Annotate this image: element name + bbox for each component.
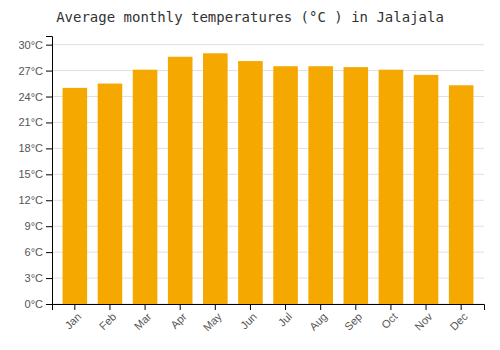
x-tick-label: Jul (276, 310, 294, 328)
y-tick-label: 27°C (18, 65, 43, 77)
y-tick-label: 6°C (25, 246, 44, 258)
bar (203, 53, 228, 304)
x-tick-mark (355, 304, 356, 310)
y-tick-label: 15°C (18, 168, 43, 180)
x-tick: Mar (132, 304, 154, 332)
bar (308, 66, 333, 304)
y-tick: 6°C (25, 246, 52, 258)
y-tick: 0°C (25, 298, 52, 310)
x-tick-mark (390, 304, 391, 310)
bars (63, 53, 474, 304)
y-tick: 9°C (25, 220, 52, 232)
title: Average monthly temperatures (°C ) in Ja… (56, 9, 444, 25)
chart: Jan Feb Mar Apr May Jun Jul Aug Sep Oct Nov Dec 0°C 3… (0, 0, 500, 350)
x-tick: Feb (97, 304, 119, 332)
y-tick: 27°C (18, 65, 52, 77)
x-tick-label: Feb (97, 310, 119, 332)
grid-line (52, 44, 484, 45)
x-tick: Nov (412, 304, 435, 333)
bar (379, 70, 404, 304)
y-tick-label: 0°C (25, 298, 44, 310)
y-tick-mark (46, 252, 52, 253)
x-tick-mark (285, 304, 286, 310)
x-tick-mark (215, 304, 216, 310)
x-tick: Apr (168, 304, 189, 331)
y-tick-mark (46, 97, 52, 98)
x-tick: Dec (447, 304, 470, 333)
x-tick: May (201, 304, 225, 333)
y-tick: 3°C (25, 272, 52, 284)
y-tick: 30°C (18, 39, 52, 51)
bar (133, 70, 158, 304)
bar (238, 61, 263, 304)
bar (449, 85, 474, 304)
x-tick-mark (320, 304, 321, 310)
y-tick-mark (46, 71, 52, 72)
x-axis: Jan Feb Mar Apr May Jun Jul Aug Sep Oct Nov Dec (53, 304, 485, 333)
x-tick-mark (250, 304, 251, 310)
y-tick-mark (46, 226, 52, 227)
x-axis-line (53, 305, 485, 311)
x-tick-mark (426, 304, 427, 310)
x-tick-mark (74, 304, 75, 310)
x-tick: Oct (379, 304, 400, 331)
x-tick-label: Aug (307, 310, 329, 332)
y-axis: 0°C 3°C 6°C 9°C 12°C 15°C 18°C 21°C 24°C 27°C 30°C (18, 37, 52, 311)
x-tick-label: May (201, 310, 225, 334)
y-tick-label: 9°C (25, 220, 44, 232)
x-tick-label: Nov (412, 310, 435, 333)
y-tick-label: 24°C (18, 91, 43, 103)
x-tick-mark (145, 304, 146, 310)
y-tick: 18°C (18, 142, 52, 154)
y-axis-line (46, 37, 53, 305)
bar (273, 66, 298, 304)
x-tick-label: Sep (342, 310, 364, 332)
x-tick-label: Apr (168, 310, 189, 331)
y-tick-label: 12°C (18, 194, 43, 206)
x-tick-label: Jan (62, 310, 83, 331)
grid (52, 45, 484, 304)
x-tick-mark (180, 304, 181, 310)
x-tick: Aug (307, 304, 329, 333)
x-tick: Jan (62, 304, 83, 331)
y-tick: 12°C (18, 194, 52, 206)
x-tick-label: Oct (379, 310, 400, 331)
y-tick-mark (46, 45, 52, 46)
grid-line (52, 70, 484, 71)
x-tick-mark (109, 304, 110, 310)
plot: Jan Feb Mar Apr May Jun Jul Aug Sep Oct Nov Dec 0°C 3… (18, 37, 484, 334)
bar (414, 75, 439, 304)
x-tick-mark (461, 304, 462, 310)
bar (168, 57, 193, 304)
y-tick-mark (46, 174, 52, 175)
y-tick-label: 3°C (25, 272, 44, 284)
x-tick: Jun (238, 304, 259, 331)
y-tick-label: 30°C (18, 39, 43, 51)
bar (344, 67, 369, 304)
y-tick: 15°C (18, 168, 52, 180)
bar (63, 88, 88, 304)
y-tick-label: 21°C (18, 116, 43, 128)
y-tick-mark (46, 278, 52, 279)
y-tick-mark (46, 200, 52, 201)
y-tick-mark (46, 304, 52, 305)
bar (98, 84, 123, 304)
x-tick: Sep (342, 304, 364, 333)
y-tick-mark (46, 148, 52, 149)
y-tick-mark (46, 122, 52, 123)
y-tick: 21°C (18, 116, 52, 128)
x-tick-label: Mar (132, 310, 154, 332)
x-tick-label: Dec (447, 310, 470, 333)
y-tick: 24°C (18, 91, 52, 103)
y-tick-label: 18°C (18, 142, 43, 154)
x-tick: Jul (276, 304, 294, 329)
x-tick-label: Jun (238, 310, 259, 331)
